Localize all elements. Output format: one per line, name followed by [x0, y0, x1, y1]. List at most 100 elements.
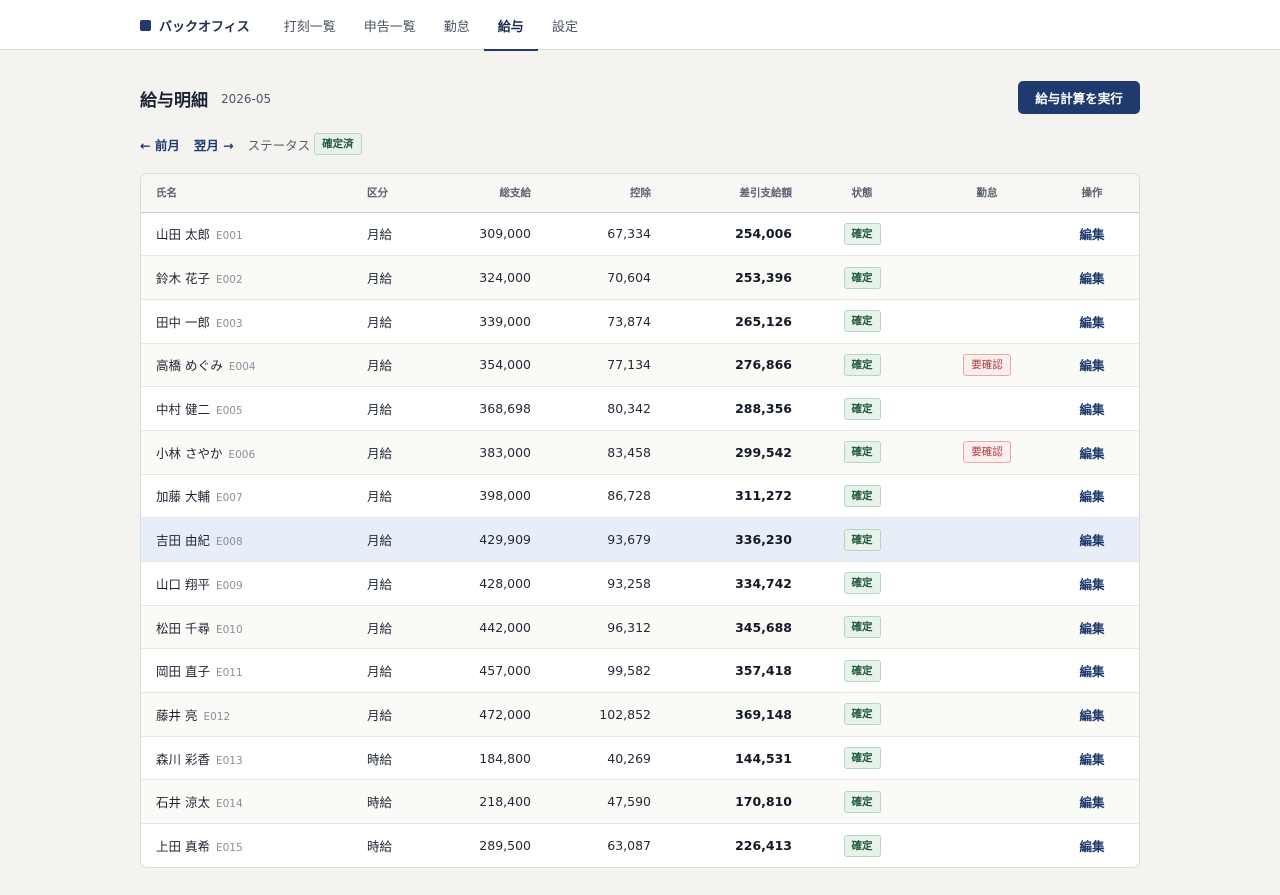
- state-badge: 確定: [843, 266, 881, 289]
- status-label: ステータス: [247, 137, 311, 153]
- table-row[interactable]: 鈴木 花子 E002 月給 324,000 70,604 253,396 確定 編集: [141, 255, 1139, 300]
- table-row[interactable]: 田中 一郎 E003 月給 339,000 73,874 265,126 確定 編集: [141, 299, 1139, 344]
- net-pay-value: 253,396: [735, 270, 792, 286]
- employee-name-cell: 山田 太郎 E001: [141, 212, 352, 257]
- column-header-state[interactable]: 状態: [792, 174, 932, 213]
- employee-name: 田中 一郎: [156, 314, 210, 330]
- net-pay-value: 254,006: [735, 226, 792, 242]
- deduction-cell: 63,087: [607, 838, 651, 854]
- column-header-attendance[interactable]: 勤怠: [932, 174, 1042, 213]
- table-row[interactable]: 石井 涼太 E014 時給 218,400 47,590 170,810 確定 編集: [141, 779, 1139, 825]
- gross-pay-cell: 442,000: [447, 605, 531, 650]
- prev-month-link[interactable]: ← 前月: [140, 137, 180, 153]
- employee-name-cell: 松田 千尋 E010: [141, 605, 352, 650]
- edit-link[interactable]: 編集: [1079, 576, 1105, 592]
- action-cell: 編集: [1042, 692, 1139, 737]
- edit-link[interactable]: 編集: [1079, 533, 1105, 549]
- employee-name: 加藤 大輔: [156, 489, 210, 505]
- next-month-link[interactable]: 翌月 →: [193, 137, 234, 153]
- table-row[interactable]: 加藤 大輔 E007 月給 398,000 86,728 311,272 確定 編集: [141, 474, 1139, 519]
- page-period: 2026-05: [221, 92, 272, 106]
- state-badge: 確定: [843, 616, 881, 639]
- column-header-type[interactable]: 区分: [352, 174, 447, 213]
- pay-type-cell: 時給: [367, 839, 393, 855]
- edit-link[interactable]: 編集: [1079, 402, 1105, 418]
- deduction-cell: 67,334: [531, 212, 651, 257]
- action-cell: 編集: [1042, 474, 1139, 519]
- net-pay-cell: 170,810: [651, 779, 792, 825]
- edit-link[interactable]: 編集: [1079, 751, 1105, 767]
- column-header-net-pay[interactable]: 差引支給額: [651, 174, 792, 213]
- nav-item-declaration-list[interactable]: 申告一覧: [363, 19, 416, 35]
- table-row[interactable]: 小林 さやか E006 月給 383,000 83,458 299,542 確定 要確認 編集: [141, 430, 1139, 475]
- table-row[interactable]: 高橋 めぐみ E004 月給 354,000 77,134 276,866 確定 要確認 編集: [141, 343, 1139, 388]
- employee-id: E015: [215, 842, 243, 855]
- state-badge: 確定: [843, 310, 881, 333]
- column-header-name[interactable]: 氏名: [141, 174, 352, 213]
- payroll-table: 氏名 区分 総支給 控除 差引支給額 状態 勤怠 操作 山田 太郎 E001 月給 3…: [141, 174, 1139, 867]
- net-pay-value: 369,148: [735, 706, 792, 722]
- edit-link[interactable]: 編集: [1079, 445, 1105, 461]
- edit-link[interactable]: 編集: [1079, 707, 1105, 723]
- edit-link[interactable]: 編集: [1079, 795, 1105, 811]
- pay-type-cell: 月給: [352, 561, 447, 606]
- attendance-cell: [932, 605, 1042, 650]
- employee-name: 鈴木 花子: [156, 271, 210, 287]
- action-cell: 編集: [1042, 212, 1139, 257]
- nav-item-punch-list[interactable]: 打刻一覧: [283, 19, 336, 35]
- state-cell: 確定: [792, 343, 932, 388]
- edit-link[interactable]: 編集: [1079, 314, 1105, 330]
- employee-name-cell: 吉田 由紀 E008: [141, 517, 352, 562]
- edit-link[interactable]: 編集: [1079, 839, 1105, 855]
- employee-name-cell: 高橋 めぐみ E004: [141, 343, 352, 388]
- edit-link[interactable]: 編集: [1079, 489, 1105, 505]
- net-pay-cell: 345,688: [651, 605, 792, 650]
- deduction-cell: 86,728: [531, 474, 651, 519]
- action-cell: 編集: [1042, 824, 1139, 867]
- net-pay-value: 299,542: [735, 444, 792, 460]
- attendance-cell: [932, 824, 1042, 867]
- nav-item-attendance[interactable]: 勤怠: [443, 19, 470, 35]
- table-row[interactable]: 岡田 直子 E011 月給 457,000 99,582 357,418 確定 編集: [141, 648, 1139, 694]
- table-row[interactable]: 森川 彩香 E013 時給 184,800 40,269 144,531 確定 編集: [141, 736, 1139, 781]
- column-header-gross[interactable]: 総支給: [447, 174, 531, 213]
- table-row[interactable]: 山田 太郎 E001 月給 309,000 67,334 254,006 確定 編集: [141, 212, 1139, 257]
- edit-link[interactable]: 編集: [1079, 227, 1105, 243]
- attendance-cell: [932, 561, 1042, 606]
- attendance-cell: [932, 517, 1042, 562]
- state-badge: 確定: [843, 834, 881, 857]
- edit-link[interactable]: 編集: [1079, 664, 1105, 680]
- employee-name: 小林 さやか: [156, 445, 223, 461]
- edit-link[interactable]: 編集: [1079, 271, 1105, 287]
- state-badge: 確定: [843, 397, 881, 420]
- net-pay-cell: 311,272: [651, 474, 792, 519]
- state-badge: 確定: [843, 659, 881, 682]
- month-toolbar: ← 前月 翌月 → ステータス 確定済: [140, 132, 362, 156]
- employee-id: E012: [203, 710, 231, 723]
- edit-link[interactable]: 編集: [1079, 358, 1105, 374]
- attendance-warning-badge: 要確認: [963, 441, 1011, 464]
- gross-pay-cell: 383,000: [447, 430, 531, 475]
- state-badge: 確定: [843, 572, 881, 595]
- net-pay-value: 336,230: [735, 532, 792, 548]
- edit-link[interactable]: 編集: [1079, 620, 1105, 636]
- top-navigation-bar: バックオフィス 打刻一覧 申告一覧 勤怠 給与 設定: [0, 0, 1280, 51]
- brand[interactable]: バックオフィス: [140, 0, 250, 50]
- employee-id: E002: [215, 274, 243, 287]
- table-row[interactable]: 上田 真希 E015 時給 289,500 63,087 226,413 確定 編集: [141, 824, 1139, 867]
- table-row[interactable]: 中村 健二 E005 月給 368,698 80,342 288,356 確定 編集: [141, 386, 1139, 431]
- table-row[interactable]: 松田 千尋 E010 月給 442,000 96,312 345,688 確定 編集: [141, 605, 1139, 650]
- table-row[interactable]: 山口 翔平 E009 月給 428,000 93,258 334,742 確定 編集: [141, 561, 1139, 606]
- state-badge: 確定: [843, 528, 881, 551]
- employee-id: E001: [215, 230, 243, 243]
- run-payroll-button[interactable]: 給与計算を実行: [1018, 81, 1140, 114]
- net-pay-cell: 253,396: [651, 255, 792, 300]
- nav-item-settings[interactable]: 設定: [551, 19, 578, 35]
- table-row[interactable]: 藤井 亮 E012 月給 472,000 102,852 369,148 確定 編集: [141, 692, 1139, 737]
- column-header-deduction[interactable]: 控除: [531, 174, 651, 213]
- deduction-cell: 93,258: [531, 561, 651, 606]
- table-row[interactable]: 吉田 由紀 E008 月給 429,909 93,679 336,230 確定 編集: [141, 517, 1139, 562]
- state-cell: 確定: [792, 386, 932, 431]
- deduction-cell: 77,134: [531, 343, 651, 388]
- nav-item-payroll[interactable]: 給与: [483, 0, 538, 51]
